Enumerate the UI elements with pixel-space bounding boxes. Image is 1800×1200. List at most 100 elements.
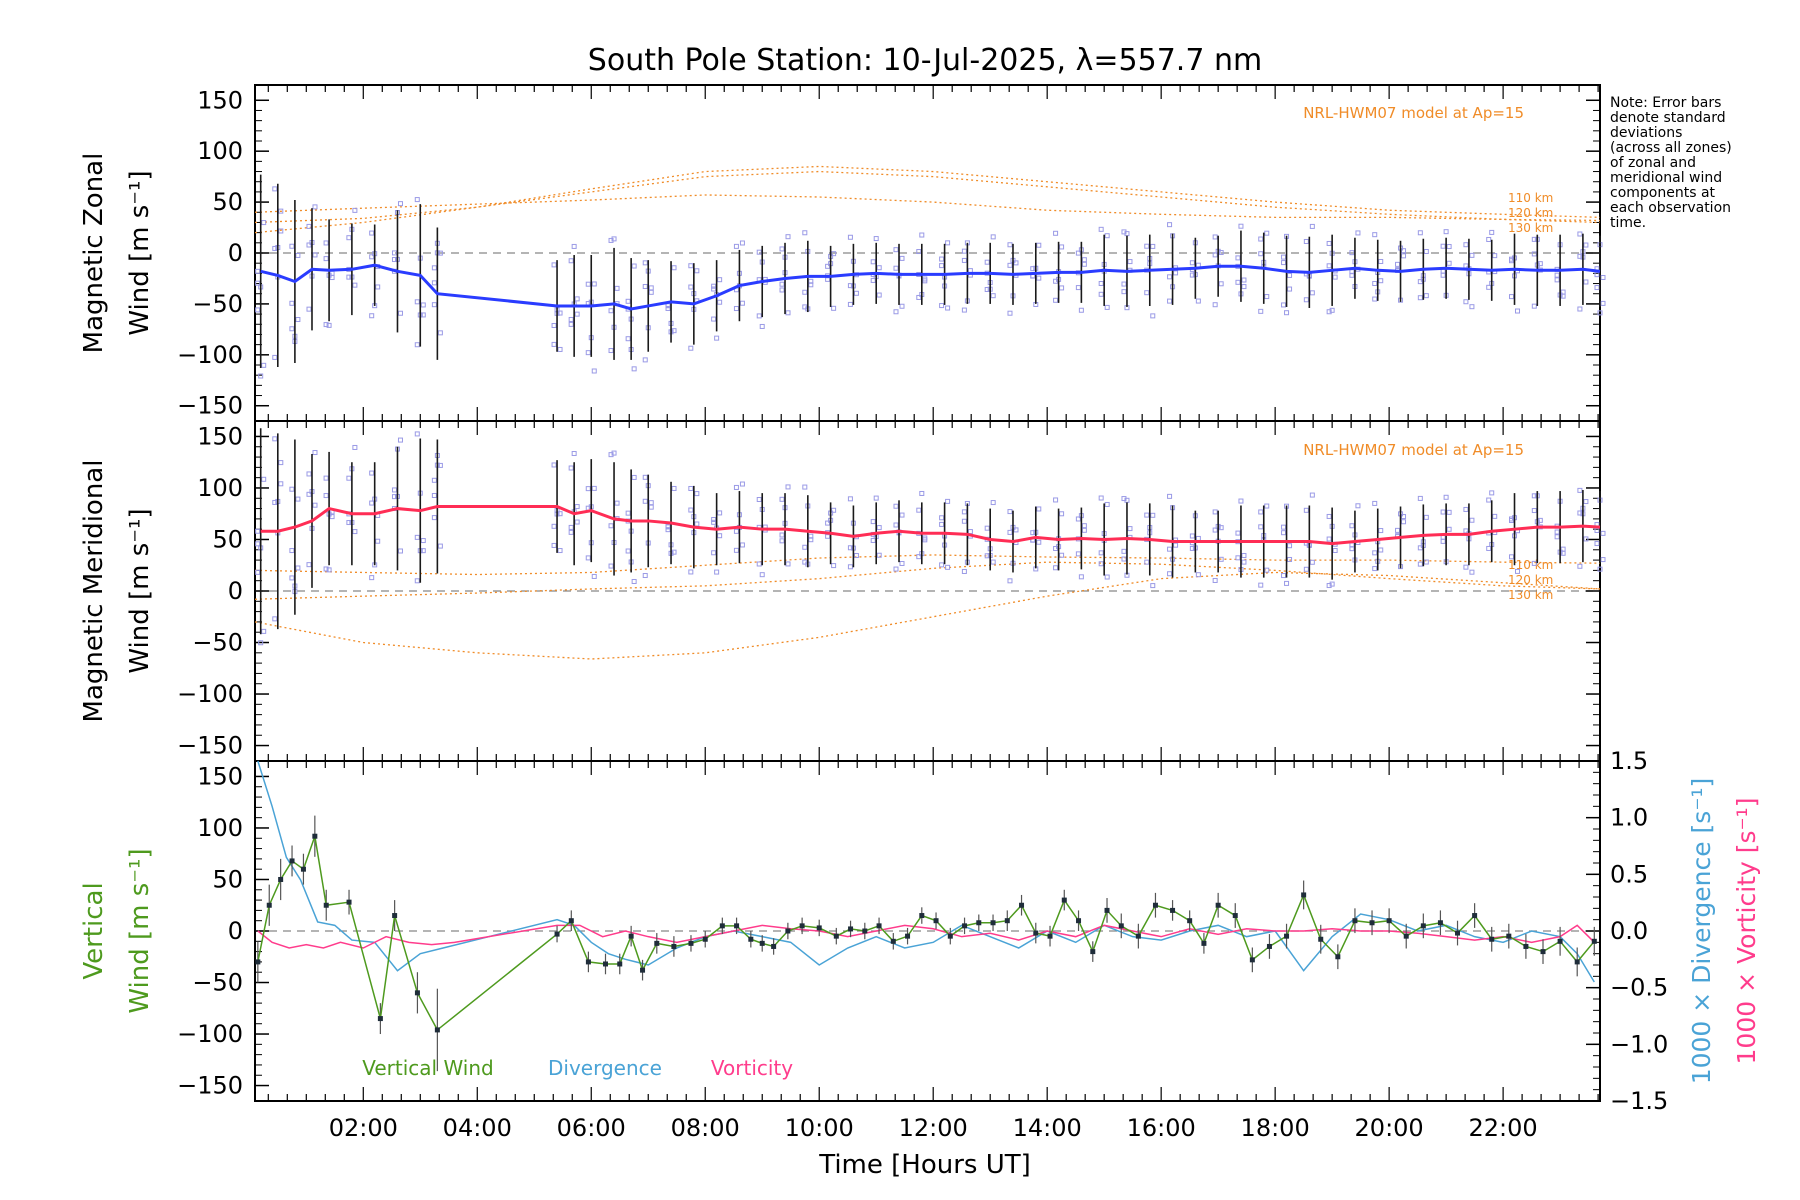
panel-zonal-alt-label: 120 km [1508, 206, 1553, 220]
scatter-point [397, 548, 403, 554]
zonal-wind-line [260, 263, 1601, 311]
scatter-point [1258, 308, 1264, 314]
scatter-point [1212, 577, 1218, 583]
panel-meridional-ylabel-2: Wind [m s⁻¹] [125, 508, 155, 673]
y-tick-label: −150 [177, 392, 243, 420]
scatter-point [733, 484, 739, 490]
vertical-wind-point [266, 902, 272, 908]
y-tick-label: 100 [197, 814, 243, 842]
scatter-point [739, 240, 745, 246]
scatter-point [1258, 509, 1264, 515]
y-tick-label: −50 [192, 969, 243, 997]
scatter-point [369, 575, 375, 581]
scatter-point [323, 475, 329, 481]
y-tick-label: 150 [197, 422, 243, 450]
vertical-wind-point [585, 959, 591, 965]
scatter-point [420, 302, 426, 308]
x-tick-label: 02:00 [329, 1114, 398, 1142]
scatter-point [1053, 297, 1059, 303]
scatter-point [916, 249, 922, 255]
scatter-point [289, 575, 295, 581]
vertical-wind-point [785, 928, 791, 934]
scatter-point [961, 248, 967, 254]
scatter-point [289, 326, 295, 332]
scatter-point [625, 336, 631, 342]
scatter-point [306, 242, 312, 248]
scatter-point [1600, 557, 1606, 563]
scatter-point [397, 437, 403, 443]
scatter-point [967, 529, 973, 535]
scatter-point [312, 252, 318, 258]
scatter-point [671, 328, 677, 334]
scatter-point [1189, 545, 1195, 551]
scatter-point [756, 313, 762, 319]
scatter-point [1104, 574, 1110, 580]
scatter-point [1264, 503, 1270, 509]
chart-marks: 150100500−50−100−150150100500−50−100−150… [177, 85, 1668, 1142]
vertical-wind-point [1201, 940, 1207, 946]
divergence-axis-label: 1000 × Divergence [s⁻¹] [1687, 778, 1716, 1085]
panel-zonal-model-label: NRL-HWM07 model at Ap=15 [1303, 104, 1524, 122]
scatter-point [346, 475, 352, 481]
vertical-wind-point [702, 936, 708, 942]
scatter-point [990, 500, 996, 506]
scatter-point [1303, 297, 1309, 303]
scatter-point [939, 521, 945, 527]
scatter-point [1150, 243, 1156, 249]
scatter-point [870, 277, 876, 283]
scatter-point [1235, 279, 1241, 285]
scatter-point [557, 511, 563, 517]
scatter-point [591, 573, 597, 579]
scatter-point [568, 258, 574, 264]
model-curve [254, 571, 1601, 660]
scatter-point [1537, 261, 1543, 267]
vertical-wind-point [300, 866, 306, 872]
scatter-point [261, 476, 267, 482]
scatter-point [1036, 506, 1042, 512]
scatter-point [1554, 277, 1560, 283]
vertical-wind-point [1557, 938, 1563, 944]
scatter-point [1492, 513, 1498, 519]
scatter-point [1167, 571, 1173, 577]
scatter-point [437, 250, 443, 256]
scatter-point [1577, 306, 1583, 312]
scatter-point [1446, 244, 1452, 250]
panel-meridional-ylabel-1: Magnetic Meridional [79, 460, 109, 723]
scatter-point [369, 313, 375, 319]
scatter-point [1241, 552, 1247, 558]
scatter-point [1121, 496, 1127, 502]
scatter-point [1173, 542, 1179, 548]
y-tick-label: 0 [228, 239, 243, 267]
scatter-point [272, 499, 278, 505]
scatter-point [1600, 530, 1606, 536]
scatter-point [984, 553, 990, 559]
scatter-point [1053, 565, 1059, 571]
scatter-point [326, 567, 332, 573]
scatter-point [1594, 285, 1600, 291]
scatter-point [431, 302, 437, 308]
x-tick-label: 06:00 [557, 1114, 626, 1142]
scatter-point [414, 342, 420, 348]
scatter-point [1189, 533, 1195, 539]
scatter-point [1395, 261, 1401, 267]
vertical-wind-point [833, 933, 839, 939]
vertical-wind-point [1386, 918, 1392, 924]
scatter-point [551, 262, 557, 268]
scatter-point [1417, 230, 1423, 236]
scatter-point [779, 287, 785, 293]
vertical-wind-point [1019, 902, 1025, 908]
y2-tick-label: −1.5 [1610, 1087, 1668, 1115]
scatter-point [1013, 527, 1019, 533]
scatter-point [802, 304, 808, 310]
scatter-point [642, 474, 648, 480]
scatter-point [346, 520, 352, 526]
scatter-point [893, 522, 899, 528]
scatter-point [1401, 248, 1407, 254]
scatter-point [847, 301, 853, 307]
scatter-point [1309, 559, 1315, 565]
scatter-point [945, 240, 951, 246]
scatter-point [1395, 527, 1401, 533]
scatter-point [1378, 528, 1384, 534]
scatter-point [1583, 536, 1589, 542]
scatter-point [688, 263, 694, 269]
